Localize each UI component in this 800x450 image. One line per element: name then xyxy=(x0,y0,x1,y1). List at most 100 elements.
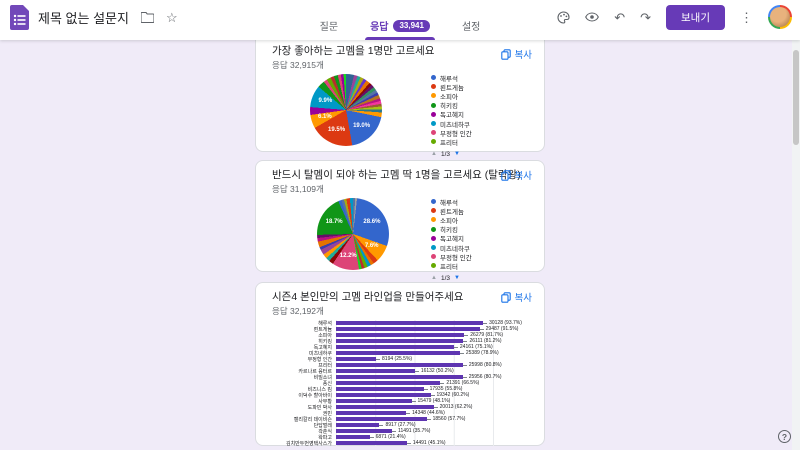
tab-settings[interactable]: 설정 xyxy=(460,18,482,40)
bar xyxy=(336,375,463,379)
responses-feed: 가장 좋아하는 고멤을 1명만 고르세요 복사 응답 32,915개 19.0%… xyxy=(0,40,800,450)
bar-value: 30128 (93.7%) xyxy=(489,320,522,326)
bar-scale: 8194 (25.5%) xyxy=(336,356,494,362)
theme-palette-icon[interactable] xyxy=(557,10,570,24)
bar-label: 왁파고 xyxy=(318,434,332,441)
bar-value: 17935 (55.8%) xyxy=(429,386,463,392)
bar-value: 19342 (60.2%) xyxy=(436,392,470,398)
bar-label: 비밀소녀 xyxy=(313,374,332,381)
legend-bullet-icon xyxy=(431,102,436,108)
bar-scale: 19342 (60.2%) xyxy=(336,392,494,398)
legend-label: 부정형 인간 xyxy=(440,130,472,138)
bar-value-tick xyxy=(379,424,384,426)
copy-chart-button[interactable]: 복사 xyxy=(500,47,532,61)
bar xyxy=(336,369,415,373)
legend-label: 부정형 인간 xyxy=(440,254,472,262)
bar-label: 도파민 박사 xyxy=(307,404,332,411)
legend-item: 해루석 xyxy=(431,197,472,207)
account-avatar[interactable] xyxy=(768,5,792,29)
bar-scale: 17935 (55.8%) xyxy=(336,386,494,392)
copy-label: 복사 xyxy=(514,171,532,182)
pie-slice-percentage: 28.6% xyxy=(363,219,381,226)
bar-value-tick xyxy=(411,400,416,402)
move-folder-icon[interactable] xyxy=(140,11,154,23)
bar xyxy=(336,357,377,361)
bar xyxy=(336,429,393,433)
preview-eye-icon[interactable] xyxy=(585,12,600,22)
legend-label: 미츠네하쿠 xyxy=(440,245,470,253)
legend-page-up-icon[interactable]: ▲ xyxy=(431,151,437,157)
scrollbar-thumb[interactable] xyxy=(793,50,799,145)
pie-chart-area: 19.0% 19.5% 6.1% 9.9% 해루석 뢴트게늄 소피아 히키킹 독고혜지 미츠네하… xyxy=(272,72,528,158)
bar-row: 해루석 30128 (93.7%) xyxy=(272,320,528,327)
bar-label: 풍신 xyxy=(322,380,332,387)
bar-scale: 14348 (44.6%) xyxy=(336,410,494,416)
bar xyxy=(336,393,431,397)
bar-label: 카르나르 융터르 xyxy=(298,368,332,375)
bar-scale: 6871 (21.4%) xyxy=(336,434,494,440)
bar-value: 8917 (27.7%) xyxy=(385,422,416,428)
legend-bullet-icon xyxy=(431,235,436,241)
star-icon[interactable]: ☆ xyxy=(165,9,178,25)
document-title[interactable]: 제목 없는 설문지 xyxy=(38,10,129,26)
bar-value-tick xyxy=(423,388,428,390)
bar-row: 도파민 박사 20013 (62.2%) xyxy=(272,404,528,411)
tab-questions[interactable]: 질문 xyxy=(318,18,340,40)
bar-row: 왁파고 6871 (21.4%) xyxy=(272,434,528,441)
bar-value: 6871 (21.4%) xyxy=(375,434,406,440)
bar xyxy=(336,441,407,445)
bar-scale: 11491 (35.7%) xyxy=(336,428,494,434)
bar-label: 이덕수 할아바이 xyxy=(298,392,332,399)
pie-slice-percentage: 18.7% xyxy=(325,219,343,226)
legend-item: 소피아 xyxy=(431,91,472,101)
bar-value: 14348 (44.6%) xyxy=(412,410,445,416)
more-options-kebab-icon[interactable]: ⋮ xyxy=(740,9,753,25)
bar-value-tick xyxy=(459,352,464,354)
legend-label: 해루석 xyxy=(440,75,458,83)
legend-page-up-icon[interactable]: ▲ xyxy=(431,275,437,281)
question-card-3: 시즌4 본인만의 고멤 라인업을 만들어주세요 복사 응답 32,192개 해루… xyxy=(255,282,545,447)
question-title: 가장 좋아하는 고멤을 1명만 고르세요 xyxy=(272,45,435,57)
bar xyxy=(336,435,370,439)
legend-page-down-icon[interactable]: ▼ xyxy=(454,151,460,157)
avatar-photo xyxy=(770,7,790,27)
bar-chart: 해루석 30128 (93.7%) 뢴트게늄 29487 (91.5%) 소피아 2627… xyxy=(272,320,528,447)
bar-value-tick xyxy=(463,340,468,342)
pie-slice-percentage: 19.0% xyxy=(353,122,371,129)
bar-row: 히키킹 26111 (81.2%) xyxy=(272,338,528,345)
legend-item: 프리터 xyxy=(431,261,472,271)
legend-item: 부정형 인간 xyxy=(431,252,472,262)
bar-scale: 15479 (48.1%) xyxy=(336,398,494,404)
bar-value: 24161 (75.1%) xyxy=(459,344,493,350)
legend-bullet-icon xyxy=(431,111,436,117)
bar-row: 프리터 25998 (80.8%) xyxy=(272,362,528,369)
bar-scale: 24161 (75.1%) xyxy=(336,344,494,350)
bar-scale: 30128 (93.7%) xyxy=(336,320,522,326)
bar-value-tick xyxy=(440,382,445,384)
copy-label: 복사 xyxy=(514,293,532,304)
redo-icon[interactable]: ↷ xyxy=(640,9,652,25)
legend-item: 미츠네하쿠 xyxy=(431,243,472,253)
bar-value-tick xyxy=(453,346,458,348)
bar-value: 25389 (78.9%) xyxy=(465,350,499,356)
copy-chart-button[interactable]: 복사 xyxy=(500,290,532,304)
pie-chart: 19.0% 19.5% 6.1% 9.9% xyxy=(310,74,382,146)
undo-icon[interactable]: ↶ xyxy=(614,9,626,25)
bar-row: 곽춘식 11491 (35.7%) xyxy=(272,428,528,435)
send-button[interactable]: 보내기 xyxy=(666,4,725,30)
tab-responses[interactable]: 응답 33,941 xyxy=(365,18,435,40)
question-title: 반드시 탈멤이 되야 하는 고멤 딱 1명을 고르세요 (탈락왕) xyxy=(272,169,521,181)
responses-count: 응답 32,915개 xyxy=(272,60,324,70)
legend-page-down-icon[interactable]: ▼ xyxy=(454,275,460,281)
help-button[interactable]: ? xyxy=(778,430,791,443)
bar-label: 곽춘식 xyxy=(318,428,332,435)
legend-bullet-icon xyxy=(431,75,436,81)
responses-count: 응답 32,192개 xyxy=(272,306,324,316)
tab-settings-label: 설정 xyxy=(461,22,481,33)
forms-logo-icon[interactable] xyxy=(10,4,29,30)
copy-chart-button[interactable]: 복사 xyxy=(500,168,532,182)
legend-pager: ▲ 1/3 ▼ xyxy=(431,275,472,282)
bar-scale: 16132 (50.2%) xyxy=(336,368,494,374)
bar-scale: 14491 (45.1%) xyxy=(336,440,494,446)
legend-bullet-icon xyxy=(431,217,436,223)
